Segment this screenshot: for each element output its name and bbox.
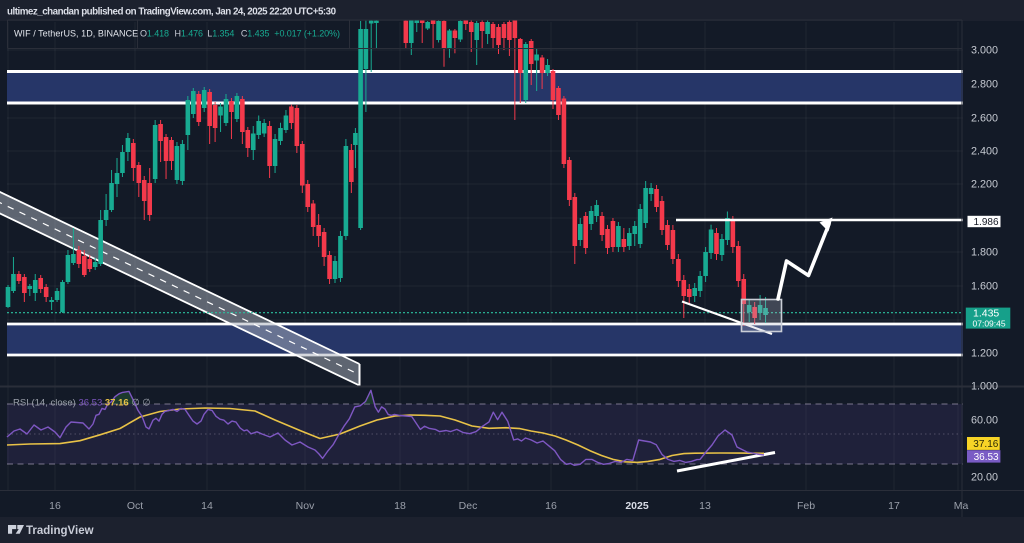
svg-text:2025: 2025	[625, 500, 649, 512]
svg-text:2.800: 2.800	[971, 79, 998, 91]
svg-text:1.200: 1.200	[971, 348, 998, 360]
svg-text:13: 13	[699, 500, 711, 512]
svg-text:37.16: 37.16	[973, 439, 998, 450]
svg-text:TradingView: TradingView	[26, 525, 94, 537]
svg-text:2.400: 2.400	[971, 146, 998, 158]
svg-text:20.00: 20.00	[971, 472, 998, 484]
svg-text:36.53: 36.53	[974, 452, 999, 463]
svg-text:17: 17	[888, 500, 900, 512]
svg-text:3.000: 3.000	[971, 45, 998, 57]
svg-text:Feb: Feb	[797, 500, 815, 512]
svg-text:1.435: 1.435	[973, 308, 999, 320]
svg-text:ultimez_chandan published on T: ultimez_chandan published on TradingView…	[7, 7, 337, 18]
svg-text:Dec: Dec	[459, 500, 478, 512]
svg-text:Nov: Nov	[296, 500, 315, 512]
svg-text:Oct: Oct	[127, 500, 143, 512]
svg-text:Ma: Ma	[954, 500, 969, 512]
svg-text:1.800: 1.800	[971, 247, 998, 259]
svg-text:RSI (14, close) 36.53 37.16 ∅: RSI (14, close) 36.53 37.16 ∅ ∅	[13, 398, 151, 409]
svg-text:14: 14	[201, 500, 213, 512]
svg-text:1.600: 1.600	[971, 281, 998, 293]
svg-text:16: 16	[49, 500, 61, 512]
svg-text:WIF / TetherUS, 1D, BINANCE: WIF / TetherUS, 1D, BINANCE	[14, 29, 138, 39]
svg-text:18: 18	[394, 500, 406, 512]
svg-text:2.200: 2.200	[971, 179, 998, 191]
svg-text:1.986: 1.986	[974, 217, 999, 228]
svg-text:16: 16	[545, 500, 557, 512]
svg-text:2.600: 2.600	[971, 113, 998, 125]
svg-text:1.000: 1.000	[971, 381, 998, 393]
svg-text:07:09:45: 07:09:45	[973, 318, 1006, 328]
svg-text:60.00: 60.00	[971, 415, 998, 427]
